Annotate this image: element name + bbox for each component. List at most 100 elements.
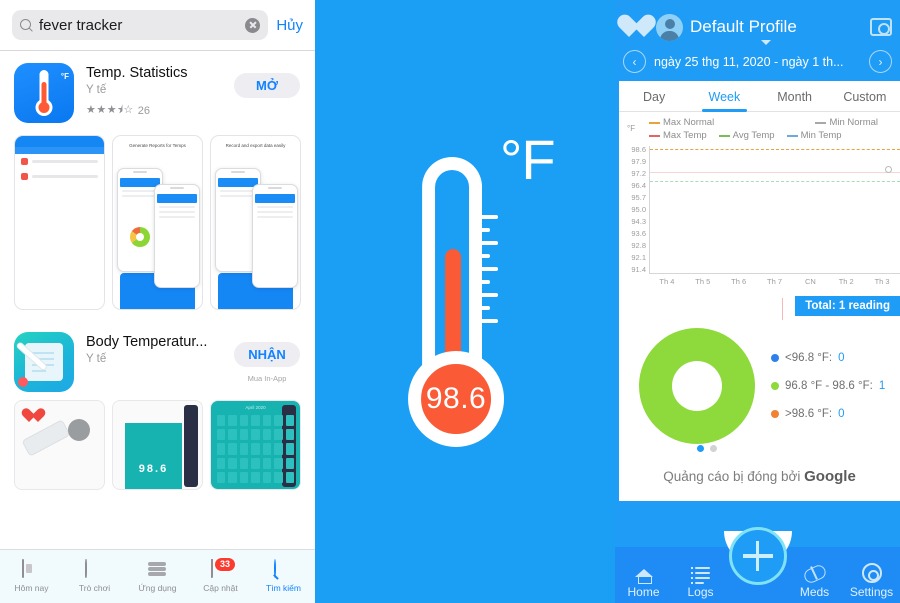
tab-label: Cập nhật [203, 583, 238, 593]
tab-label: Tìm kiếm [266, 583, 301, 593]
donut-legend: <96.8 °F: 0 96.8 °F - 98.6 °F: 1 >98.6 °… [771, 352, 885, 420]
heart-icon [25, 409, 41, 424]
date-range-label: ngày 25 thg 11, 2020 - ngày 1 th... [654, 54, 844, 69]
legend-item-min-temp: Min Temp [786, 130, 842, 141]
app-result-row[interactable]: Body Temperatur... Y tế NHẬN Mua In-App [0, 320, 315, 398]
body-temperature-app-icon [14, 332, 74, 392]
donut-legend-value: 0 [838, 408, 845, 420]
y-tick: 94.3 [631, 217, 646, 227]
app-result-row[interactable]: °F Temp. Statistics Y tế ★★★⯨☆ 26 MỞ [0, 51, 315, 129]
x-tick: Th 6 [731, 277, 747, 286]
x-tick: Th 2 [838, 277, 854, 286]
tab-search[interactable]: Tìm kiếm [252, 559, 315, 593]
app-title: Temp. Statistics [86, 65, 188, 81]
y-axis-unit-label: °F [627, 124, 636, 133]
search-icon [273, 559, 294, 580]
appstore-panel: fever tracker Hủy °F Temp. Statistics Y … [0, 0, 315, 603]
nav-logs[interactable]: Logs [672, 563, 729, 599]
get-app-button[interactable]: NHẬN [234, 342, 300, 367]
nav-label: Settings [849, 585, 894, 599]
x-tick: Th 5 [695, 277, 711, 286]
preview-caption: 98.6 [138, 463, 169, 475]
app-title: Body Temperatur... [86, 334, 208, 350]
x-tick: Th 4 [659, 277, 675, 286]
page-dot[interactable] [710, 445, 717, 452]
preview-caption: Record and export data easily [225, 143, 286, 148]
y-tick: 95.0 [631, 205, 646, 215]
preview-screenshot[interactable] [14, 400, 105, 490]
period-tabs: Day Week Month Custom [619, 81, 900, 112]
ad-attribution: Quảng cáo bị đóng bởi Google [619, 454, 900, 501]
google-brand: Google [804, 468, 856, 485]
preview-screenshot[interactable]: Record and export data easily [210, 135, 301, 310]
total-readings-badge: Total: 1 reading [795, 296, 900, 316]
app-icon-badge: °F [60, 72, 69, 81]
gear-icon [861, 563, 882, 583]
profile-name[interactable]: Default Profile [690, 17, 797, 36]
legend-item-max-normal: Max Normal [649, 117, 714, 128]
cancel-button[interactable]: Hủy [276, 16, 303, 34]
y-tick: 92.8 [631, 241, 646, 251]
chart-legend: °F Max Normal Min Normal [619, 112, 900, 146]
chevron-right-icon[interactable]: › [869, 50, 892, 73]
open-app-button[interactable]: MỞ [234, 73, 300, 98]
camera-icon[interactable] [870, 18, 892, 36]
tab-apps[interactable]: Ứng dụng [126, 560, 189, 593]
x-tick: CN [804, 277, 816, 286]
y-tick: 97.9 [631, 157, 646, 167]
nav-meds[interactable]: Meds [786, 563, 843, 599]
tab-today[interactable]: Hôm nay [0, 559, 63, 593]
tab-week[interactable]: Week [689, 81, 759, 112]
preview-screenshot[interactable] [14, 135, 105, 310]
divider [0, 50, 315, 51]
preview-screenshot[interactable]: Generate Reports for Temps [112, 135, 203, 310]
data-point-marker[interactable] [885, 166, 892, 173]
donut-legend-item-below-normal: <96.8 °F: 0 [771, 352, 885, 364]
tab-day[interactable]: Day [643, 90, 666, 104]
preview-screenshot[interactable]: April 2020 [210, 400, 301, 490]
thermometer-value: 98.6 [425, 381, 487, 415]
nav-settings[interactable]: Settings [843, 561, 900, 599]
tracker-content-card: Day Week Month Custom °F Max Normal Min … [619, 81, 900, 501]
app-category: Y tế [86, 353, 107, 365]
app-rating: ★★★⯨☆ 26 [86, 101, 221, 120]
nav-label: Meds [799, 585, 830, 599]
tab-custom[interactable]: Custom [843, 90, 887, 104]
games-rocket-icon [84, 559, 105, 580]
chevron-left-icon[interactable]: ‹ [623, 50, 646, 73]
search-icon [20, 18, 33, 32]
thermometer-app-icon: °F [14, 63, 74, 123]
avatar[interactable] [656, 13, 683, 41]
total-readings-bar: Total: 1 reading [619, 296, 900, 322]
chart-divider [781, 298, 784, 320]
app-preview-carousel-2[interactable]: 98.6 April 2020 [0, 398, 315, 490]
donut-legend-item-normal: 96.8 °F - 98.6 °F: 1 [771, 380, 885, 392]
tab-label: Trò chơi [78, 583, 111, 593]
app-category: Y tế [86, 84, 107, 96]
tab-updates[interactable]: 33 Cập nhật [189, 557, 252, 593]
fever-tracker-panel: Default Profile ‹ ngày 25 thg 11, 2020 -… [615, 0, 900, 603]
search-input[interactable]: fever tracker [12, 10, 269, 40]
page-dot-active[interactable] [697, 445, 704, 452]
app-preview-carousel[interactable]: Generate Reports for Temps Record and ex… [0, 129, 315, 320]
page-indicator[interactable] [697, 445, 717, 452]
clear-icon[interactable] [245, 17, 261, 33]
legend-label: Avg Temp [732, 130, 775, 141]
preview-caption: April 2020 [245, 405, 266, 410]
thermometer-graphic: 98.6 [400, 156, 512, 447]
tab-games[interactable]: Trò chơi [63, 559, 126, 593]
nav-home[interactable]: Home [615, 564, 672, 599]
chevron-down-icon[interactable] [761, 40, 771, 45]
chart-plot-area [649, 146, 900, 274]
preview-screenshot[interactable]: 98.6 [112, 400, 203, 490]
x-tick: Th 3 [874, 277, 890, 286]
logs-icon [690, 567, 711, 584]
inapp-purchase-note: Mua In-App [247, 374, 287, 383]
rating-count: 26 [137, 104, 151, 117]
legend-label: Min Temp [800, 130, 842, 141]
y-tick: 95.7 [631, 193, 646, 203]
add-plus-icon[interactable] [728, 527, 787, 585]
tab-month[interactable]: Month [777, 90, 812, 104]
temperature-chart: 98.6 97.9 97.2 96.4 95.7 95.0 94.3 93.6 … [619, 146, 900, 296]
